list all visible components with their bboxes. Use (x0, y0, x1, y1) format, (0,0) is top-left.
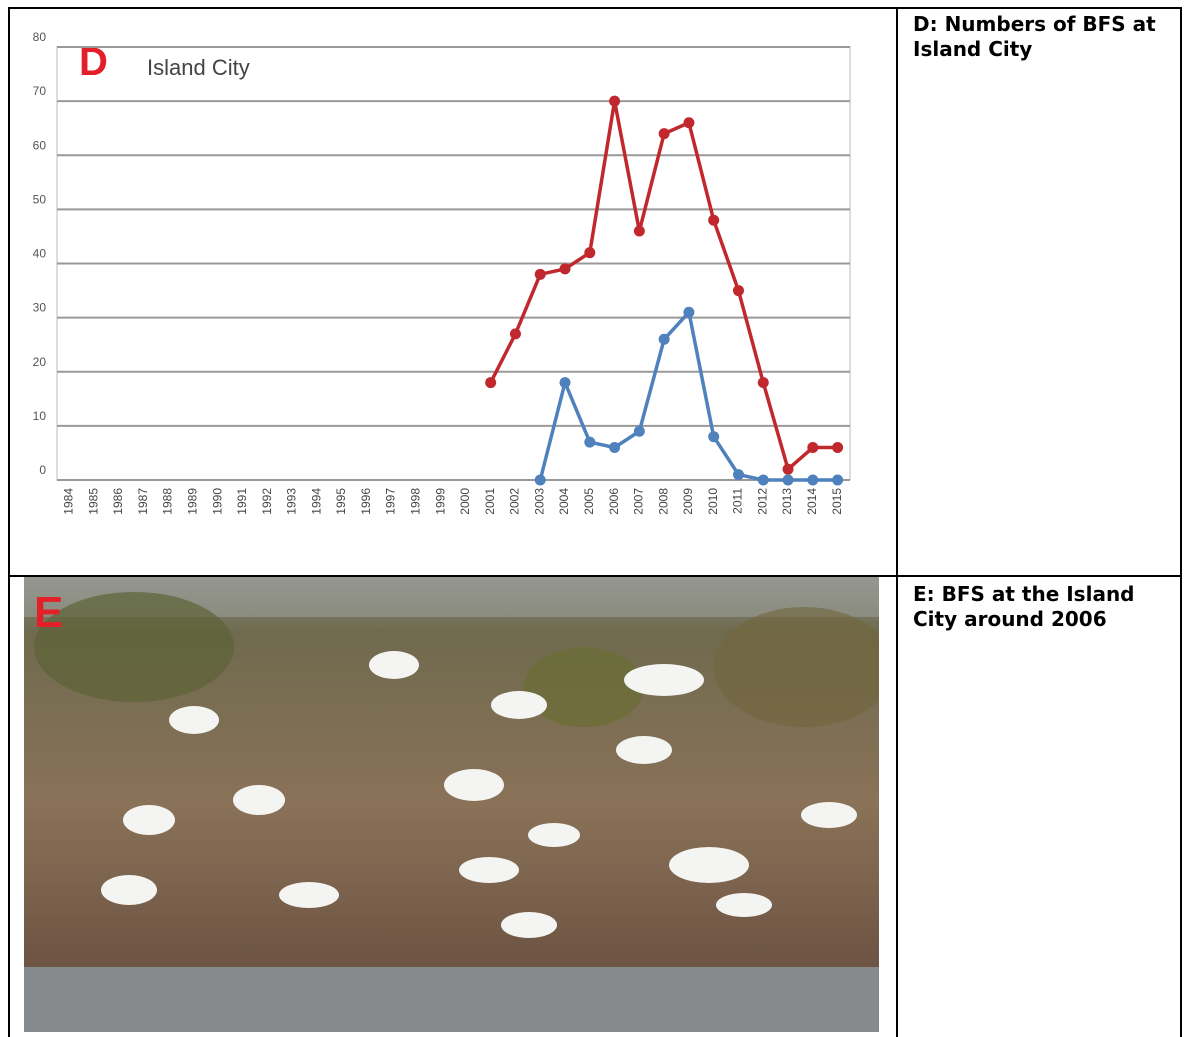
x-tick-label: 1987 (136, 488, 150, 515)
data-point (683, 117, 694, 128)
column-divider (896, 7, 898, 1037)
subtitle: Island City (147, 55, 250, 80)
y-tick-label: 20 (33, 355, 47, 369)
water (24, 967, 879, 1032)
data-point (535, 475, 546, 486)
bush (524, 647, 644, 727)
x-tick-label: 1985 (86, 488, 100, 515)
data-point (807, 475, 818, 486)
y-tick-label: 80 (33, 30, 47, 44)
page: D: Numbers of BFS at Island City E: BFS … (0, 0, 1184, 1030)
x-tick-label: 2005 (582, 488, 596, 515)
x-tick-label: 2015 (830, 488, 844, 515)
data-point (510, 328, 521, 339)
x-tick-label: 1999 (433, 488, 447, 515)
caption: E: BFS at the Island City around 2006 (913, 582, 1178, 632)
x-tick-label: 2002 (508, 488, 522, 515)
x-tick-label: 2006 (607, 488, 621, 515)
data-point (758, 475, 769, 486)
data-point (708, 431, 719, 442)
data-point (485, 377, 496, 388)
series-line (491, 101, 838, 469)
data-point (584, 437, 595, 448)
data-point (683, 307, 694, 318)
data-point (584, 247, 595, 258)
data-point (634, 426, 645, 437)
x-tick-label: 2012 (755, 488, 769, 515)
data-point (609, 442, 620, 453)
x-tick-label: 1988 (161, 488, 175, 515)
x-tick-label: 1995 (334, 488, 348, 515)
data-point (783, 464, 794, 475)
data-point (733, 469, 744, 480)
data-point (783, 475, 794, 486)
x-tick-label: 1986 (111, 488, 125, 515)
x-tick-label: 2009 (681, 488, 695, 515)
photo: E (24, 577, 879, 1032)
y-tick-label: 50 (33, 192, 47, 206)
series-line (540, 312, 837, 480)
x-tick-label: 2003 (532, 488, 546, 515)
y-tick-label: 60 (33, 138, 47, 152)
x-tick-label: 1996 (359, 488, 373, 515)
caption: D: Numbers of BFS at Island City (913, 12, 1178, 62)
x-tick-label: 1984 (62, 488, 76, 515)
x-tick-label: 1997 (384, 488, 398, 515)
x-tick-label: 2004 (557, 488, 571, 515)
x-tick-label: 2007 (632, 488, 646, 515)
data-point (535, 269, 546, 280)
x-tick-label: 2001 (483, 488, 497, 515)
y-tick-label: 0 (39, 463, 46, 477)
x-tick-label: 1991 (235, 488, 249, 515)
x-tick-label: 1994 (309, 488, 323, 515)
x-tick-label: 2014 (805, 488, 819, 515)
x-tick-label: 2010 (706, 488, 720, 515)
data-point (733, 285, 744, 296)
x-tick-label: 1993 (285, 488, 299, 515)
photo-label: E (34, 588, 63, 637)
data-point (807, 442, 818, 453)
x-tick-label: 2011 (731, 488, 745, 514)
x-tick-label: 2008 (656, 488, 670, 515)
data-point (560, 377, 571, 388)
x-tick-label: 1990 (210, 488, 224, 515)
x-tick-label: 1992 (260, 488, 274, 515)
data-point (609, 96, 620, 107)
data-point (634, 226, 645, 237)
y-tick-label: 10 (33, 409, 47, 423)
data-point (659, 128, 670, 139)
x-tick-label: 1989 (185, 488, 199, 515)
y-tick-label: 40 (33, 247, 47, 261)
data-point (758, 377, 769, 388)
data-point (832, 442, 843, 453)
y-tick-label: 70 (33, 84, 47, 98)
x-tick-label: 2000 (458, 488, 472, 515)
data-point (832, 475, 843, 486)
x-tick-label: 1998 (409, 488, 423, 515)
data-point (560, 263, 571, 274)
y-tick-label: 30 (33, 301, 47, 315)
x-tick-label: 2013 (780, 488, 794, 515)
bush (34, 592, 234, 702)
data-point (708, 215, 719, 226)
data-point (659, 334, 670, 345)
